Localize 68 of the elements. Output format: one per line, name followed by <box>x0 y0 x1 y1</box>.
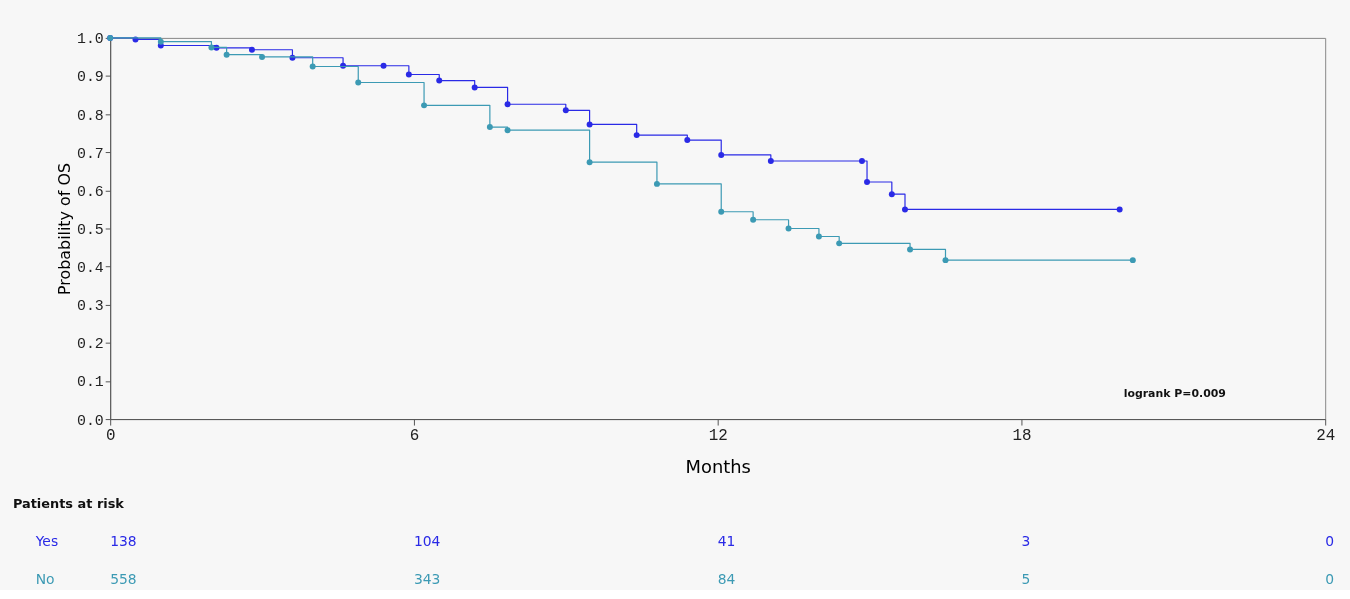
y-tick-label: 0.7 <box>76 145 104 162</box>
text: 84 <box>717 570 736 587</box>
point <box>1129 257 1136 264</box>
point <box>436 77 443 84</box>
y-tick-label: 1.0 <box>76 31 104 48</box>
y-tick-label: 0.0 <box>76 412 104 429</box>
x-axis-title: Months <box>685 456 751 478</box>
point <box>504 127 511 134</box>
point <box>223 51 230 58</box>
point <box>907 246 914 253</box>
y-tick-label: 0.4 <box>76 260 104 277</box>
y-tick-label: 0.1 <box>76 374 104 391</box>
x-tick-label: 24 <box>1316 427 1336 446</box>
point <box>858 158 865 164</box>
point <box>864 179 871 185</box>
point <box>836 240 843 247</box>
point <box>405 71 412 78</box>
point <box>684 137 691 144</box>
y-tick-label: 0.9 <box>76 69 104 86</box>
point <box>653 180 660 187</box>
point <box>767 158 774 164</box>
point <box>471 84 478 91</box>
y-tick-label: 0.8 <box>76 107 104 124</box>
point <box>259 53 266 60</box>
text: 0 <box>1325 570 1335 587</box>
x-tick-label: 18 <box>1012 427 1032 446</box>
y-tick-label: 0.2 <box>76 336 104 353</box>
point <box>1116 206 1123 213</box>
point <box>718 208 725 215</box>
x-tick-label: 0 <box>105 427 116 446</box>
point <box>633 132 640 139</box>
point <box>586 121 593 128</box>
text: 41 <box>717 533 736 550</box>
point <box>380 62 387 69</box>
point <box>750 216 757 223</box>
point <box>562 107 569 114</box>
point <box>504 101 511 108</box>
point <box>157 38 164 45</box>
text: 558 <box>110 570 137 587</box>
annotation: logrank P=0.009 <box>1123 387 1226 401</box>
point <box>785 225 792 232</box>
point <box>248 46 255 53</box>
x-tick-label: 6 <box>409 427 420 446</box>
point <box>888 191 895 198</box>
text: 0 <box>1325 533 1335 550</box>
text: 343 <box>413 570 441 587</box>
text: 3 <box>1021 533 1031 550</box>
point <box>208 44 215 51</box>
point <box>586 159 593 166</box>
y-tick-label: 0.6 <box>76 183 104 200</box>
point <box>902 206 908 213</box>
y-axis-title: Probability of OS <box>54 163 74 295</box>
point <box>355 79 362 86</box>
point <box>942 257 949 264</box>
point <box>718 151 725 158</box>
point <box>486 124 493 131</box>
point <box>421 102 428 109</box>
point <box>815 233 822 240</box>
text: Yes <box>34 533 59 550</box>
text: 5 <box>1021 570 1031 587</box>
point <box>309 63 316 70</box>
y-tick-label: 0.5 <box>76 221 104 238</box>
text: No <box>35 570 55 587</box>
y-tick-label: 0.3 <box>76 298 104 315</box>
text: 138 <box>110 533 137 550</box>
text: 104 <box>413 533 441 550</box>
x-tick-label: 12 <box>708 427 728 446</box>
text: Patients at risk <box>12 496 125 512</box>
